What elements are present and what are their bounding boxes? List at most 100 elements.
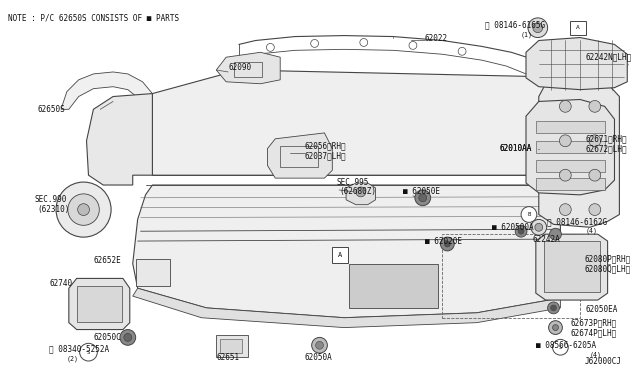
Circle shape (548, 321, 563, 334)
Text: ■ 62050E: ■ 62050E (403, 187, 440, 196)
Circle shape (550, 228, 561, 240)
Polygon shape (86, 94, 152, 185)
Polygon shape (526, 99, 614, 195)
Text: Ⓑ 08146-6162G: Ⓑ 08146-6162G (547, 217, 607, 226)
Text: (2): (2) (67, 356, 79, 362)
Text: NOTE : P/C 62650S CONSISTS OF ■ PARTS: NOTE : P/C 62650S CONSISTS OF ■ PARTS (8, 13, 179, 22)
Circle shape (440, 237, 454, 251)
Polygon shape (346, 183, 376, 205)
Circle shape (356, 187, 365, 197)
Text: (1): (1) (521, 31, 533, 38)
Bar (536, 160, 605, 172)
Text: ■ 62020E: ■ 62020E (425, 237, 461, 246)
Bar (216, 336, 248, 357)
Circle shape (419, 194, 427, 202)
Bar (442, 234, 580, 318)
Polygon shape (69, 278, 130, 330)
Bar (536, 178, 605, 190)
Circle shape (559, 135, 572, 147)
Text: (4): (4) (590, 352, 602, 358)
Text: 62672〈LH〉: 62672〈LH〉 (586, 144, 628, 153)
Text: ■ 08566-6205A: ■ 08566-6205A (536, 341, 596, 350)
Circle shape (528, 18, 548, 38)
Polygon shape (268, 133, 332, 178)
Circle shape (56, 182, 111, 237)
Text: S: S (559, 345, 562, 350)
Circle shape (533, 23, 543, 33)
Text: 62650S: 62650S (37, 105, 65, 114)
Text: 62050C: 62050C (93, 333, 121, 342)
Text: SEC.995: SEC.995 (336, 177, 369, 187)
Polygon shape (536, 234, 607, 300)
Text: 62673P〈RH〉: 62673P〈RH〉 (570, 318, 616, 327)
Text: 62022: 62022 (425, 34, 448, 43)
Text: 62242A: 62242A (533, 235, 561, 244)
Circle shape (559, 169, 572, 181)
Polygon shape (216, 52, 280, 84)
Circle shape (552, 325, 559, 331)
Bar (349, 264, 438, 308)
Text: 62674P〈LH〉: 62674P〈LH〉 (570, 328, 616, 337)
Circle shape (77, 204, 90, 215)
Bar (220, 339, 242, 353)
Circle shape (559, 204, 572, 215)
Text: 62010AA: 62010AA (499, 144, 532, 153)
Circle shape (515, 225, 527, 237)
Bar (570, 21, 586, 35)
Bar (536, 141, 605, 153)
Circle shape (316, 341, 323, 349)
Circle shape (535, 223, 543, 231)
Circle shape (548, 302, 559, 314)
Polygon shape (132, 185, 561, 318)
Text: (62310): (62310) (37, 205, 70, 214)
Circle shape (124, 333, 132, 341)
Circle shape (312, 337, 328, 353)
Text: ⥸ 08340-5252A: ⥸ 08340-5252A (49, 345, 109, 354)
Text: 62080P〈RH〉: 62080P〈RH〉 (585, 254, 631, 263)
Text: 62010AA: 62010AA (499, 144, 532, 153)
Circle shape (589, 135, 601, 147)
Circle shape (589, 204, 601, 215)
Polygon shape (132, 288, 561, 328)
Text: 62080Q〈LH〉: 62080Q〈LH〉 (585, 264, 631, 273)
Text: SEC.990: SEC.990 (35, 195, 67, 204)
Text: 62651: 62651 (216, 353, 239, 362)
Circle shape (550, 305, 556, 311)
Bar (77, 286, 122, 322)
Text: ⥸ 08146-6165G: ⥸ 08146-6165G (484, 20, 545, 29)
Polygon shape (152, 70, 561, 175)
Text: 62037〈LH〉: 62037〈LH〉 (305, 151, 346, 160)
Text: 62242N〈LH〉: 62242N〈LH〉 (586, 53, 632, 62)
Polygon shape (61, 72, 152, 109)
Circle shape (79, 343, 97, 361)
Text: B: B (527, 212, 531, 217)
Text: 62050A: 62050A (305, 353, 333, 362)
Text: 62671〈RH〉: 62671〈RH〉 (586, 134, 628, 143)
Circle shape (531, 219, 547, 235)
Polygon shape (526, 38, 627, 90)
Bar (234, 62, 262, 77)
Text: (4): (4) (586, 228, 598, 234)
Text: 62056〈RH〉: 62056〈RH〉 (305, 141, 346, 150)
Circle shape (120, 330, 136, 345)
Text: A: A (576, 25, 580, 30)
Bar (136, 259, 170, 286)
Text: A: A (338, 252, 342, 258)
Bar (536, 121, 605, 133)
Text: 62090: 62090 (228, 62, 252, 71)
Circle shape (552, 339, 568, 355)
Text: 62740: 62740 (49, 279, 72, 288)
Circle shape (68, 194, 99, 225)
Circle shape (415, 190, 431, 206)
Text: 62050EA: 62050EA (586, 305, 618, 314)
Circle shape (559, 100, 572, 112)
Circle shape (444, 241, 451, 247)
Text: (62680Z): (62680Z) (339, 187, 376, 196)
Circle shape (589, 100, 601, 112)
Bar (332, 247, 348, 263)
Bar (544, 241, 600, 292)
Text: 62652E: 62652E (93, 256, 121, 265)
Circle shape (589, 169, 601, 181)
Circle shape (518, 228, 524, 234)
Bar (280, 146, 317, 167)
